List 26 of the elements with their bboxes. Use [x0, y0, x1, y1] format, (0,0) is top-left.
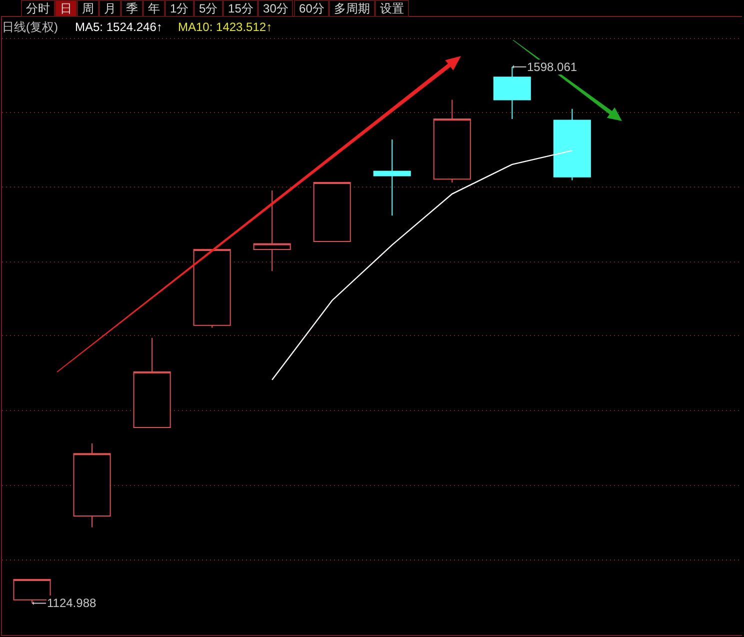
annotation: MA10: 1423.512↑: [178, 20, 272, 34]
annotation: 15分: [228, 2, 254, 16]
text: 日线(复权): [2, 20, 58, 34]
candlestick: [193, 248, 231, 328]
annotation: 年: [148, 2, 160, 16]
candlestick: [373, 138, 411, 216]
annotation: 月: [104, 2, 116, 16]
text: MA5: 1524.246↑: [75, 20, 162, 34]
annotation: 多周期: [334, 2, 370, 16]
annotation: 30分: [263, 2, 288, 16]
annotation: 设置: [380, 2, 404, 16]
candlestick: [133, 337, 171, 428]
text: 1598.061: [527, 60, 578, 74]
annotation: 1分: [170, 2, 189, 16]
candlestick: [433, 99, 471, 184]
annotation: 60分: [299, 2, 324, 16]
candlestick: [553, 108, 591, 181]
annotation: 周: [82, 2, 94, 16]
annotation: 日: [60, 2, 72, 16]
candlestick: [313, 182, 351, 242]
text: 1124.988: [47, 596, 96, 610]
candlestick: [253, 190, 291, 272]
candlestick: [73, 442, 111, 528]
annotation: 5分: [199, 2, 218, 16]
annotation: 分时: [26, 2, 50, 16]
annotation: 季: [126, 2, 138, 16]
